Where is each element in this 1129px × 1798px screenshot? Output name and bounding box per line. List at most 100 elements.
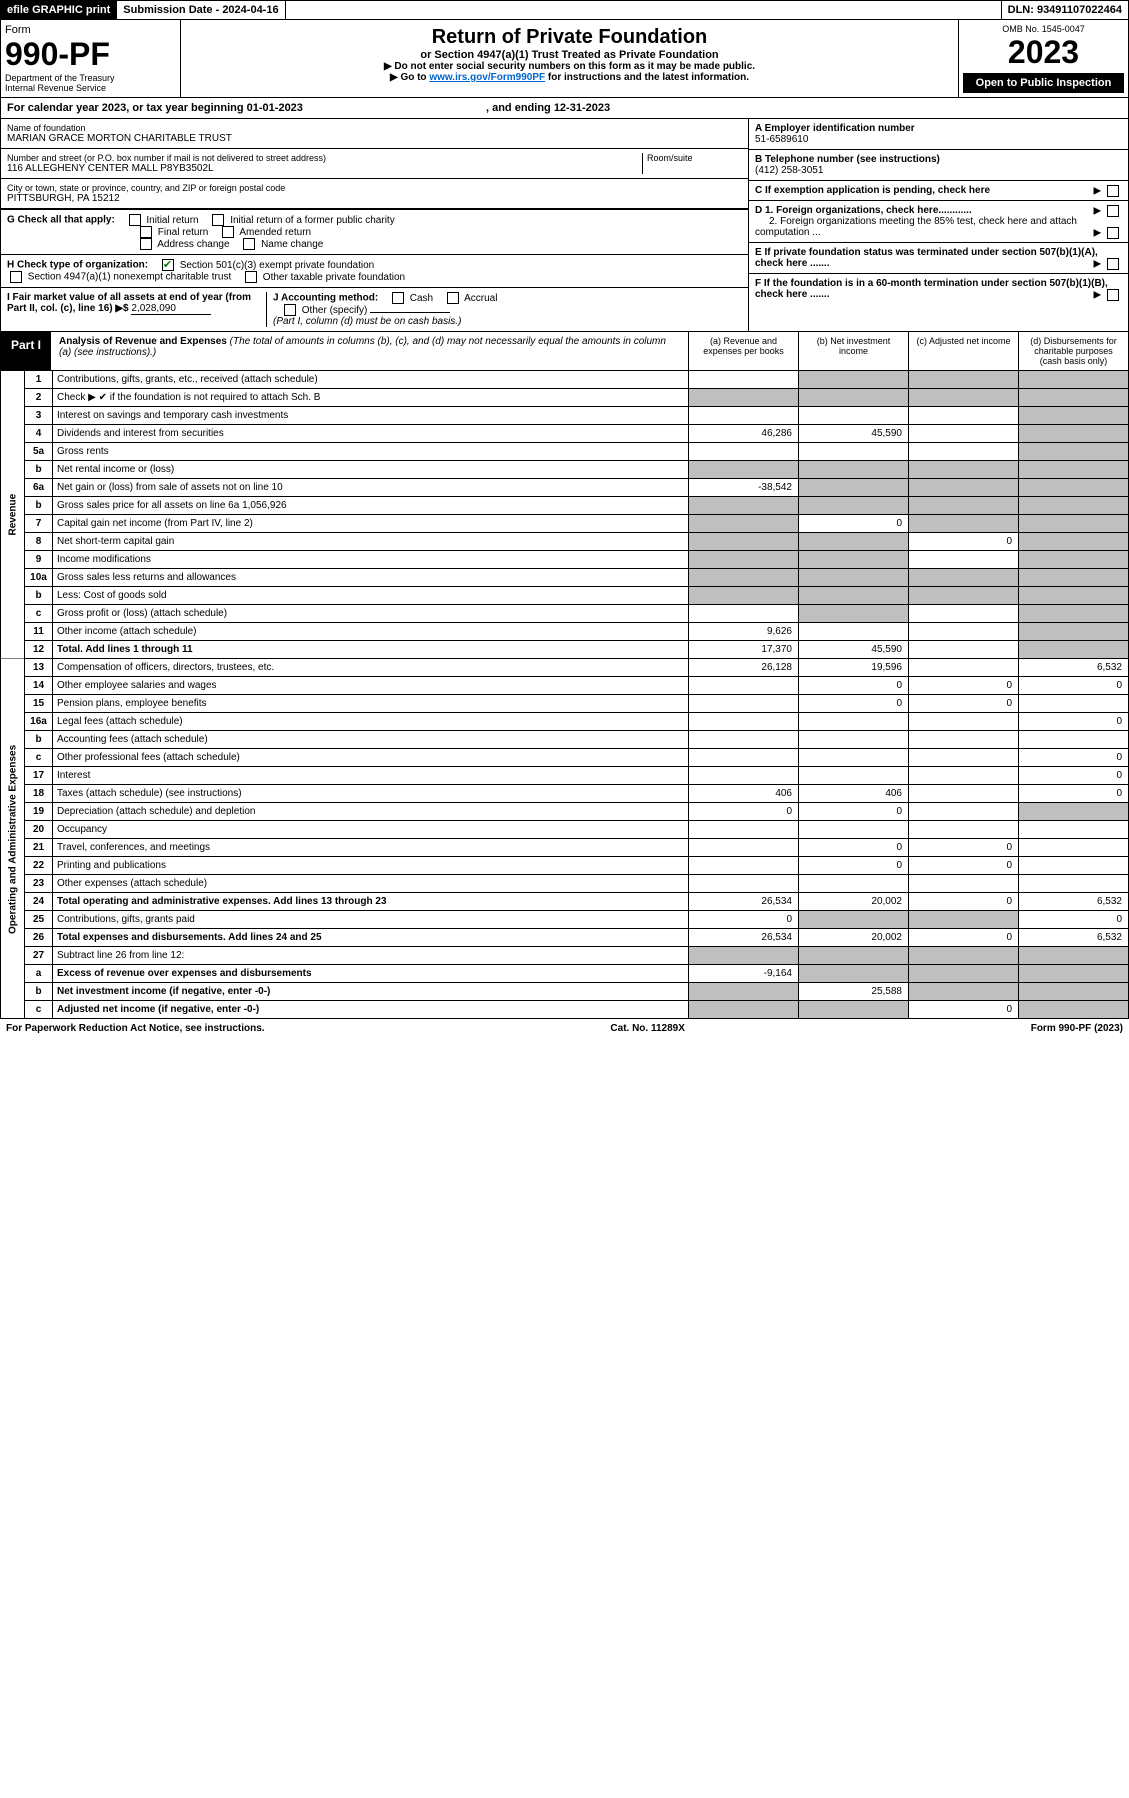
city-label: City or town, state or province, country…	[7, 183, 742, 193]
table-cell	[689, 515, 799, 533]
row-desc: Net gain or (loss) from sale of assets n…	[53, 479, 689, 497]
d2-checkbox[interactable]	[1107, 227, 1119, 239]
row-desc: Capital gain net income (from Part IV, l…	[53, 515, 689, 533]
e-checkbox[interactable]	[1107, 258, 1119, 270]
table-cell: 45,590	[799, 425, 909, 443]
c-checkbox[interactable]	[1107, 185, 1119, 197]
table-cell	[909, 641, 1019, 659]
other-method-checkbox[interactable]	[284, 304, 296, 316]
row-desc: Occupancy	[53, 821, 689, 839]
table-cell	[799, 911, 909, 929]
initial-pc-checkbox[interactable]	[212, 214, 224, 226]
f-checkbox[interactable]	[1107, 289, 1119, 301]
table-cell	[1019, 425, 1129, 443]
row-desc: Other employee salaries and wages	[53, 677, 689, 695]
table-row: 6aNet gain or (loss) from sale of assets…	[1, 479, 1129, 497]
table-cell	[1019, 569, 1129, 587]
table-cell	[799, 371, 909, 389]
table-cell	[689, 713, 799, 731]
table-cell: 11	[25, 623, 53, 641]
table-row: 2Check ▶ ✔ if the foundation is not requ…	[1, 389, 1129, 407]
table-row: bGross sales price for all assets on lin…	[1, 497, 1129, 515]
table-cell	[799, 461, 909, 479]
table-cell	[799, 767, 909, 785]
table-cell: 0	[689, 911, 799, 929]
row-desc: Contributions, gifts, grants paid	[53, 911, 689, 929]
name-change-checkbox[interactable]	[243, 238, 255, 250]
table-cell	[1019, 533, 1129, 551]
section-h: H Check type of organization: Section 50…	[1, 254, 748, 287]
table-cell	[799, 479, 909, 497]
note2-suffix: for instructions and the latest informat…	[545, 72, 749, 83]
table-cell: 17	[25, 767, 53, 785]
row-desc: Gross sales less returns and allowances	[53, 569, 689, 587]
s501-checkbox[interactable]	[162, 259, 174, 271]
table-row: 4Dividends and interest from securities4…	[1, 425, 1129, 443]
fmv-value: 2,028,090	[131, 303, 211, 315]
table-cell	[909, 983, 1019, 1001]
table-cell: 5a	[25, 443, 53, 461]
j-cash: Cash	[410, 293, 433, 304]
row-desc: Accounting fees (attach schedule)	[53, 731, 689, 749]
table-cell: b	[25, 461, 53, 479]
table-cell	[1019, 479, 1129, 497]
table-row: 24Total operating and administrative exp…	[1, 893, 1129, 911]
row-desc: Gross profit or (loss) (attach schedule)	[53, 605, 689, 623]
g-label: G Check all that apply:	[7, 215, 115, 226]
table-cell: 20	[25, 821, 53, 839]
table-cell	[799, 947, 909, 965]
table-cell: 26,128	[689, 659, 799, 677]
s4947-checkbox[interactable]	[10, 271, 22, 283]
table-row: 17Interest0	[1, 767, 1129, 785]
table-cell: -9,164	[689, 965, 799, 983]
table-cell	[909, 749, 1019, 767]
table-row: bAccounting fees (attach schedule)	[1, 731, 1129, 749]
efile-btn[interactable]: efile GRAPHIC print	[1, 1, 117, 19]
table-cell: 16a	[25, 713, 53, 731]
table-cell	[799, 605, 909, 623]
final-return-checkbox[interactable]	[140, 226, 152, 238]
table-cell	[799, 497, 909, 515]
part1-table: Revenue1Contributions, gifts, grants, et…	[0, 371, 1129, 1019]
table-cell	[1019, 587, 1129, 605]
table-cell: 0	[909, 929, 1019, 947]
row-desc: Total. Add lines 1 through 11	[53, 641, 689, 659]
table-row: 15Pension plans, employee benefits00	[1, 695, 1129, 713]
table-cell: 46,286	[689, 425, 799, 443]
table-cell: 26	[25, 929, 53, 947]
accrual-checkbox[interactable]	[447, 292, 459, 304]
calyear-start: For calendar year 2023, or tax year begi…	[7, 102, 303, 114]
row-desc: Interest on savings and temporary cash i…	[53, 407, 689, 425]
table-cell: 15	[25, 695, 53, 713]
table-cell	[909, 803, 1019, 821]
row-desc: Net investment income (if negative, ente…	[53, 983, 689, 1001]
other-tax-checkbox[interactable]	[245, 271, 257, 283]
row-desc: Printing and publications	[53, 857, 689, 875]
table-cell	[799, 713, 909, 731]
table-cell: 9	[25, 551, 53, 569]
form990pf-link[interactable]: www.irs.gov/Form990PF	[429, 72, 545, 83]
table-cell	[909, 389, 1019, 407]
g-initial: Initial return	[146, 215, 198, 226]
addr-change-checkbox[interactable]	[140, 238, 152, 250]
table-cell: 10a	[25, 569, 53, 587]
g-initial-pc: Initial return of a former public charit…	[230, 215, 395, 226]
initial-return-checkbox[interactable]	[129, 214, 141, 226]
open-public: Open to Public Inspection	[963, 73, 1124, 93]
table-cell: 406	[799, 785, 909, 803]
table-cell	[799, 551, 909, 569]
table-cell: 20,002	[799, 893, 909, 911]
d2-label: 2. Foreign organizations meeting the 85%…	[755, 216, 1077, 238]
table-cell: 21	[25, 839, 53, 857]
cash-checkbox[interactable]	[392, 292, 404, 304]
table-cell	[909, 875, 1019, 893]
amended-checkbox[interactable]	[222, 226, 234, 238]
submission-date: Submission Date - 2024-04-16	[117, 1, 285, 19]
row-desc: Adjusted net income (if negative, enter …	[53, 1001, 689, 1019]
d1-checkbox[interactable]	[1107, 205, 1119, 217]
table-cell	[689, 947, 799, 965]
table-cell	[909, 623, 1019, 641]
table-cell	[689, 407, 799, 425]
table-cell	[799, 875, 909, 893]
table-cell: 14	[25, 677, 53, 695]
